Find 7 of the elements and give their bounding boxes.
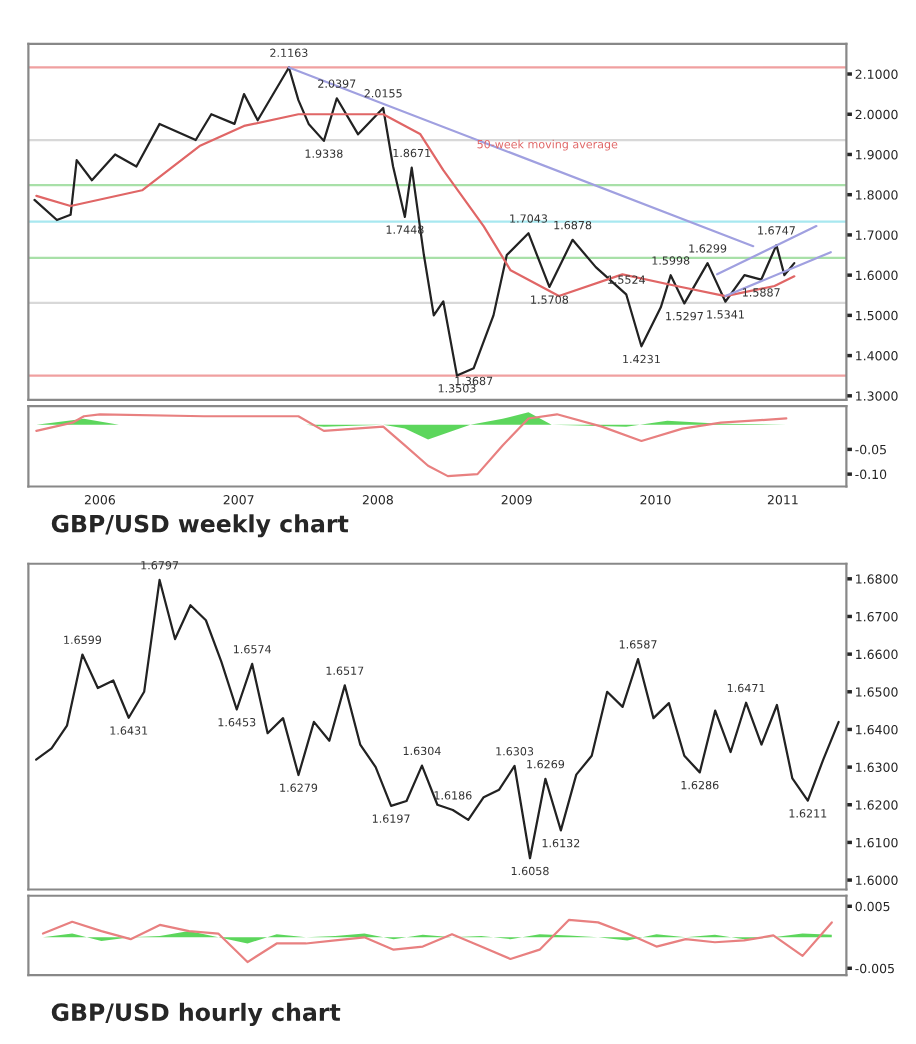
text: GBP/USD hourly chart (51, 1002, 341, 1026)
line-series (35, 413, 788, 478)
line-series (35, 578, 840, 860)
line-series (41, 918, 833, 964)
line-series (35, 113, 796, 298)
text: GBP/USD weekly chart (51, 514, 349, 538)
line-series (33, 66, 796, 377)
